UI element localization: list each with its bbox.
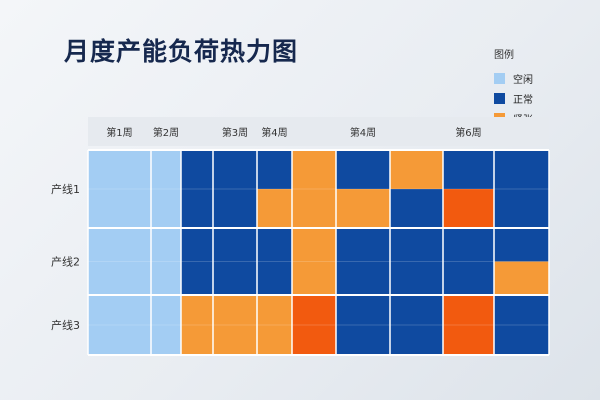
column-label: 第2周 — [153, 126, 179, 139]
heatmap-cell — [336, 295, 390, 355]
heatmap-cell — [257, 295, 292, 355]
heatmap-cell — [257, 189, 292, 228]
column-label: 第4周 — [261, 126, 287, 139]
column-label: 第6周 — [455, 126, 481, 139]
heatmap-cell — [443, 150, 494, 189]
heatmap-cell — [151, 150, 181, 228]
heatmap-cell — [443, 228, 494, 295]
chart-title: 月度产能负荷热力图 — [64, 37, 299, 66]
legend-label-normal: 正常 — [513, 94, 533, 106]
row-label: 产线2 — [51, 255, 80, 269]
heatmap-cell — [390, 189, 443, 228]
legend-swatch-idle — [494, 72, 505, 84]
heatmap-cell — [88, 150, 151, 228]
heatmap-cell — [151, 228, 181, 295]
heatmap-cell — [292, 150, 336, 189]
heatmap-cell — [336, 150, 390, 189]
heatmap-cell — [88, 295, 151, 355]
column-label: 第1周 — [106, 126, 132, 139]
heatmap-cell — [181, 295, 213, 355]
heatmap-cell — [257, 150, 292, 189]
heatmap-cell — [181, 150, 213, 228]
column-label: 第4周 — [350, 126, 376, 139]
heatmap-cell — [181, 228, 213, 295]
heatmap-cell — [257, 228, 292, 295]
heatmap-cell — [494, 261, 549, 295]
legend-label-idle: 空闲 — [513, 74, 533, 86]
heatmap-cell — [390, 150, 443, 189]
heatmap-cell — [213, 228, 257, 295]
heatmap-cell — [443, 295, 494, 355]
row-label: 产线3 — [51, 318, 80, 332]
heatmap-cell — [292, 189, 336, 228]
heatmap-cell — [213, 150, 257, 228]
heatmap-cell — [443, 189, 494, 228]
legend-item-normal: 正常 — [494, 88, 533, 108]
legend-title: 图例 — [494, 50, 514, 61]
legend-swatch-normal — [494, 92, 505, 104]
heatmap-cell — [494, 228, 549, 262]
heatmap-cell — [292, 228, 336, 295]
heatmap-cell — [494, 150, 549, 228]
heatmap-cell — [292, 295, 336, 355]
heatmap-cell — [151, 295, 181, 355]
heatmap-cell — [336, 228, 390, 295]
heatmap-cell — [336, 189, 390, 228]
heatmap-cell — [494, 295, 549, 355]
column-header-band — [88, 117, 549, 146]
legend-item-idle: 空闲 — [494, 68, 533, 88]
heatmap-cell — [390, 228, 443, 295]
heatmap-cell — [213, 295, 257, 355]
column-label: 第3周 — [222, 126, 248, 139]
heatmap-cell — [390, 295, 443, 355]
row-label: 产线1 — [51, 182, 80, 196]
heatmap-cell — [88, 228, 151, 295]
